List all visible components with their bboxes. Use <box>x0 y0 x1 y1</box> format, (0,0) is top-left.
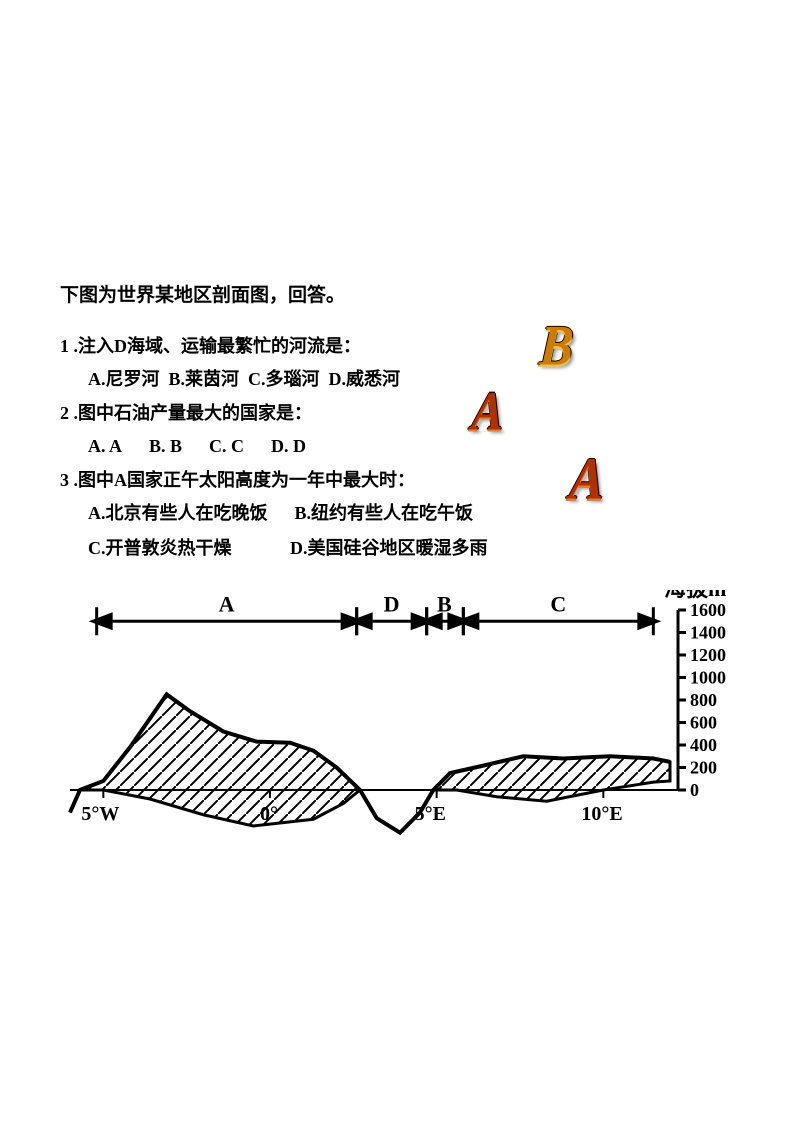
svg-text:5°W: 5°W <box>81 803 119 825</box>
profile-chart: 0200 400600 8001000 12001400 1600海拔m 5°W 0° 5°E… <box>50 590 750 930</box>
question-2-options: A. A B. B C. C D. D <box>88 431 740 462</box>
svg-text:200: 200 <box>690 758 717 778</box>
svg-text:10°E: 10°E <box>581 803 622 825</box>
question-1-options: A.尼罗河 B.莱茵河 C.多瑙河 D.威悉河 <box>88 364 740 395</box>
svg-text:5°E: 5°E <box>415 803 446 825</box>
question-2: 2 .图中石油产量最大的国家是： <box>60 398 740 429</box>
svg-text:1400: 1400 <box>690 623 726 643</box>
question-1: 1 .注入D海域、运输最繁忙的河流是： <box>60 331 740 362</box>
svg-text:B: B <box>437 591 452 616</box>
svg-text:A: A <box>219 591 235 616</box>
svg-text:D: D <box>384 591 400 616</box>
question-3-options-line-2: C.开普敦炎热干燥 D.美国硅谷地区暖湿多雨 <box>88 533 740 564</box>
svg-text:400: 400 <box>690 735 717 755</box>
svg-text:1200: 1200 <box>690 645 726 665</box>
intro-text: 下图为世界某地区剖面图，回答。 <box>60 280 740 307</box>
svg-text:0: 0 <box>690 780 699 800</box>
question-3-options-line-1: A.北京有些人在吃晚饭 B.纽约有些人在吃午饭 <box>88 498 740 529</box>
svg-text:1000: 1000 <box>690 668 726 688</box>
answer-badge-3: A <box>568 446 607 514</box>
svg-text:800: 800 <box>690 690 717 710</box>
svg-text:C: C <box>550 591 566 616</box>
svg-text:1600: 1600 <box>690 600 726 620</box>
questions-block: 下图为世界某地区剖面图，回答。 1 .注入D海域、运输最繁忙的河流是：A.尼罗河… <box>60 280 740 567</box>
svg-text:海拔m: 海拔m <box>664 590 726 601</box>
svg-text:600: 600 <box>690 713 717 733</box>
svg-text:0°: 0° <box>260 803 278 825</box>
answer-badge-1: B <box>538 312 576 379</box>
question-3: 3 .图中A国家正午太阳高度为一年中最大时： <box>60 465 740 496</box>
answer-badge-2: A <box>470 380 506 443</box>
